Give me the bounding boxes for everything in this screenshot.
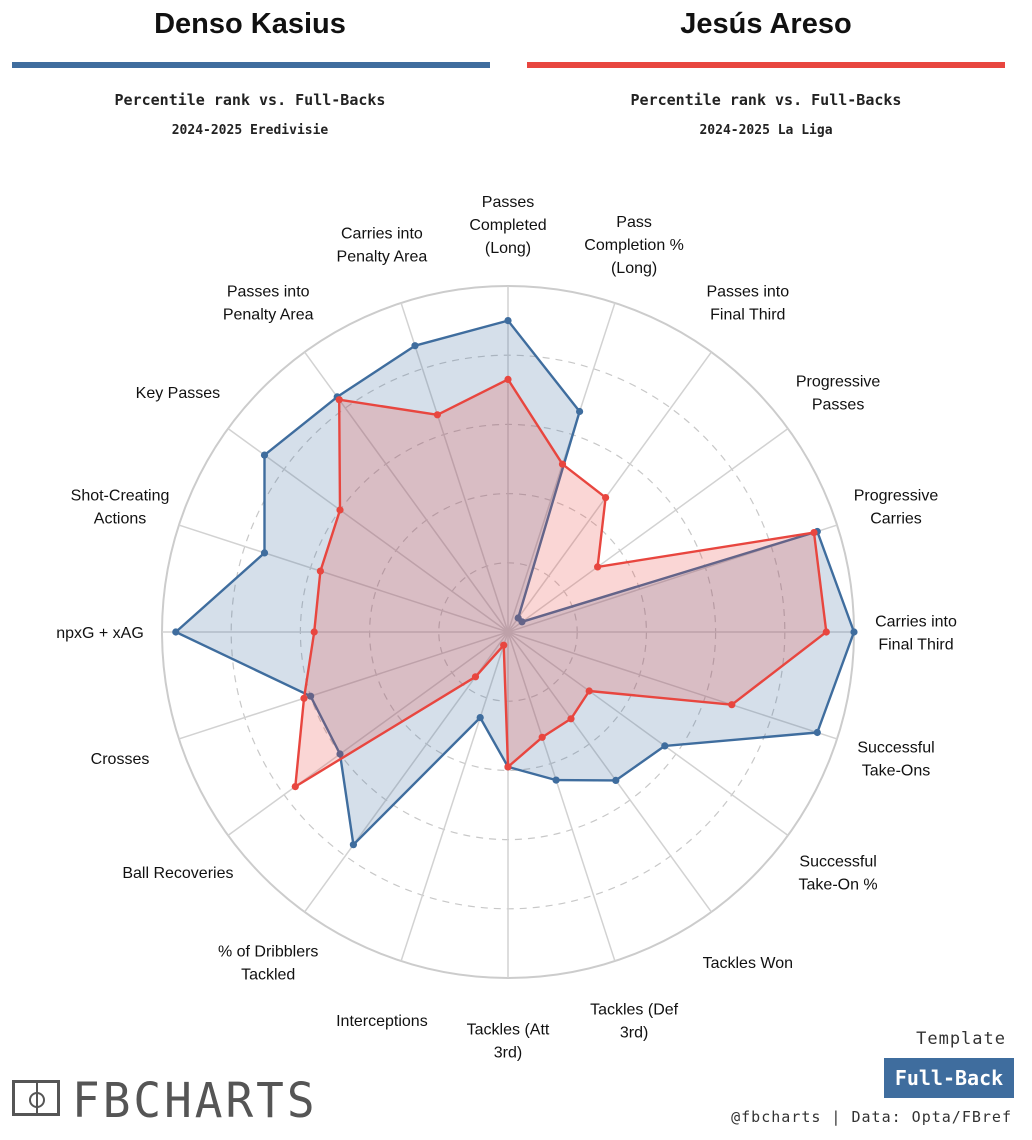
series-1-point (307, 692, 315, 700)
series-2-point (291, 783, 299, 791)
axis-label: Carries into (875, 614, 957, 631)
player2-color-bar (527, 62, 1005, 68)
axis-label: Crosses (91, 751, 150, 768)
player1-color-bar (12, 62, 490, 68)
series-2-point (316, 567, 324, 575)
axis-label: Tackles (Def (590, 1002, 679, 1019)
series-1-point (552, 776, 560, 784)
axis-label: Ball Recoveries (122, 865, 233, 882)
data-credit: @fbcharts | Data: Opta/FBref (731, 1108, 1012, 1126)
series-1-point (411, 342, 419, 350)
series-2-point (500, 641, 508, 649)
axis-label: Passes into (227, 283, 310, 300)
series-2-point (810, 529, 818, 537)
player1-rank-label: Percentile rank vs. Full-Backs (114, 91, 386, 109)
spoke (507, 351, 712, 633)
series-1-point (813, 728, 821, 737)
series-2-point (471, 673, 480, 681)
axis-label: Pass (616, 214, 652, 231)
axis-label: Final Third (710, 306, 785, 323)
axis-label: Successful (857, 740, 934, 757)
spoke (507, 631, 789, 836)
axis-label: Completed (469, 217, 546, 234)
series-2-point (335, 396, 343, 404)
axis-label: 3rd) (494, 1045, 522, 1062)
axis-label: Tackled (241, 967, 295, 984)
series-2-point (728, 701, 736, 709)
axis-label: Penalty Area (337, 249, 428, 266)
axis-label: Carries into (341, 226, 423, 243)
series-1-point (260, 451, 269, 459)
series-2-point (504, 375, 512, 383)
player2-rank-label: Percentile rank vs. Full-Backs (630, 91, 902, 109)
series-2-point (300, 694, 308, 702)
axis-label: Interceptions (336, 1013, 428, 1030)
axis-label: npxG + xAG (56, 625, 144, 642)
spoke (178, 524, 509, 633)
spoke (400, 631, 509, 962)
axis-label: Passes (812, 397, 864, 414)
spoke (227, 631, 509, 836)
series-2-point (310, 628, 318, 636)
template-label: Template (916, 1029, 1006, 1049)
series-1-point (349, 841, 357, 849)
spoke (400, 302, 509, 633)
axis-label: Carries (870, 510, 922, 527)
series-1-point (336, 750, 344, 758)
spoke (507, 428, 789, 633)
series-2-point (602, 494, 610, 502)
player2-season: 2024-2025 La Liga (699, 123, 833, 138)
axis-label: Progressive (854, 487, 939, 504)
axis-label: Actions (94, 510, 146, 527)
fbcharts-logo-text: FBCHARTS (72, 1072, 318, 1129)
axis-label: 3rd) (620, 1025, 648, 1042)
series-2-point (585, 687, 593, 695)
axis-label: Key Passes (136, 385, 220, 402)
template-badge: Full-Back (884, 1058, 1014, 1098)
axis-label: Take-Ons (862, 763, 930, 780)
series-2-point (822, 628, 830, 636)
fbcharts-pitch-icon (12, 1080, 60, 1116)
axis-label: Completion % (584, 237, 684, 254)
series-1-point (518, 618, 526, 626)
series-1-point (260, 549, 269, 557)
spoke (507, 631, 838, 740)
axis-label: Successful (799, 853, 876, 870)
axis-label: (Long) (485, 240, 531, 257)
series-1-point (850, 628, 858, 636)
axis-label: Passes (482, 194, 534, 211)
axis-label: Progressive (796, 374, 881, 391)
series-2-point (538, 733, 546, 741)
series-2-point (567, 715, 575, 723)
series-2-point (594, 563, 602, 571)
axis-label: % of Dribblers (218, 944, 318, 961)
axis-label: Take-On % (799, 876, 878, 893)
series-1-point (612, 776, 620, 785)
series-2-point (433, 411, 441, 419)
axis-label: Shot-Creating (71, 487, 170, 504)
axis-label: Tackles (Att (467, 1022, 550, 1039)
spoke (227, 428, 509, 633)
spoke (178, 631, 509, 740)
player1-name: Denso Kasius (154, 8, 346, 40)
player2-name: Jesús Areso (680, 8, 852, 40)
spoke (507, 631, 712, 913)
series-2-point (504, 763, 512, 771)
spoke (507, 631, 616, 962)
series-1-point (504, 317, 512, 325)
series-1-point (476, 714, 484, 722)
axis-label: (Long) (611, 260, 657, 277)
series-2-point (336, 506, 344, 514)
axis-label: Passes into (706, 283, 789, 300)
axis-label: Tackles Won (703, 955, 793, 972)
series-1-point (576, 407, 584, 416)
series-1-point (172, 628, 180, 636)
series-1-point (661, 742, 669, 750)
series-2-point (558, 460, 567, 468)
axis-label: Penalty Area (223, 306, 314, 323)
player1-season: 2024-2025 Eredivisie (171, 123, 329, 138)
axis-label: Final Third (878, 637, 953, 654)
